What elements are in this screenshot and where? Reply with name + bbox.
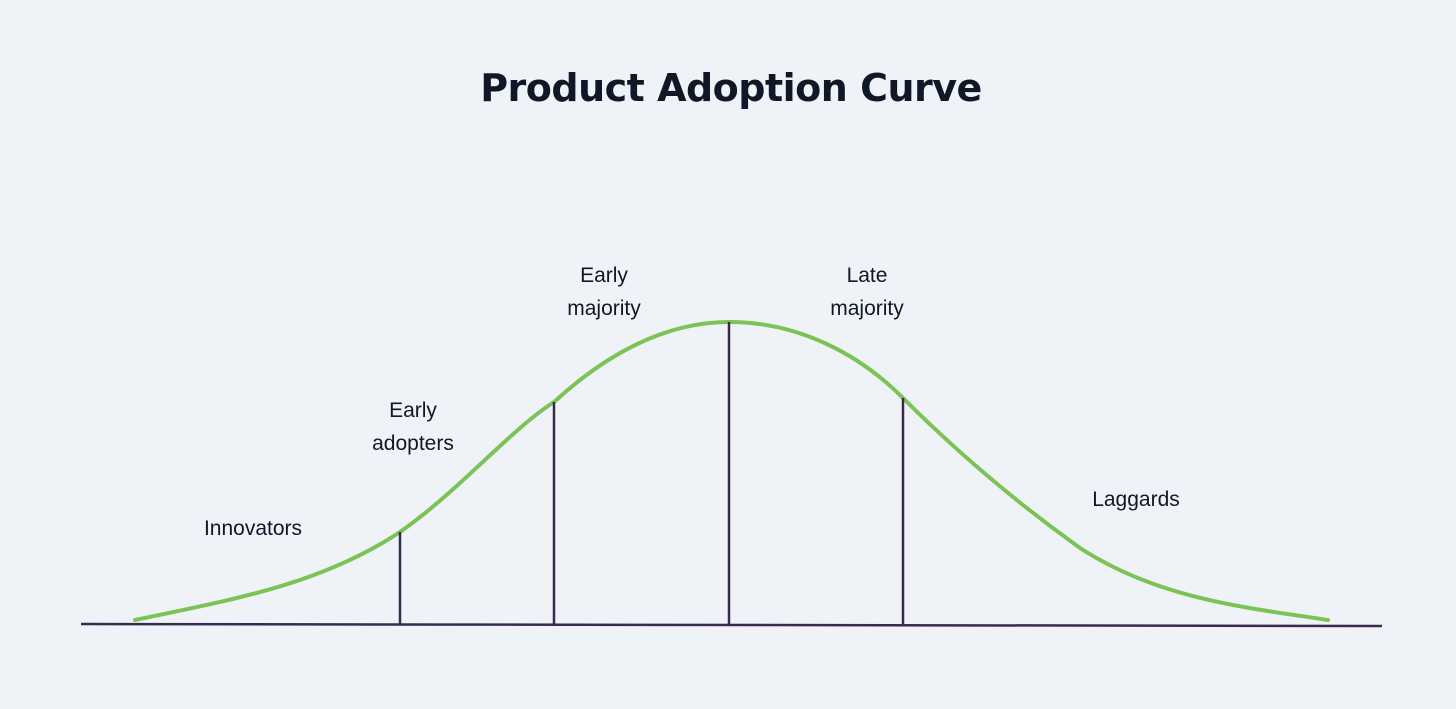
bell-curve [133, 319, 1330, 622]
label-early-adopters-line-1: Early [389, 399, 437, 422]
diagram-title: Product Adoption Curve [480, 66, 982, 110]
label-early-adopters-line-2: adopters [372, 432, 454, 455]
label-early-adopters: Early adopters [353, 394, 473, 460]
label-innovators-line-1: Innovators [203, 517, 303, 540]
label-early-majority: Early majority [544, 259, 664, 325]
label-early-majority-line-2: majority [567, 297, 641, 320]
label-late-majority: Late majority [807, 259, 927, 325]
label-late-majority-line-1: Late [846, 264, 888, 287]
label-innovators: Innovators [193, 512, 313, 545]
label-laggards-line-1: Laggards [1092, 488, 1180, 511]
label-early-majority-line-1: Early [580, 264, 628, 287]
baseline-axis [80, 622, 1383, 628]
label-late-majority-line-2: majority [830, 297, 904, 320]
label-laggards: Laggards [1076, 483, 1196, 516]
